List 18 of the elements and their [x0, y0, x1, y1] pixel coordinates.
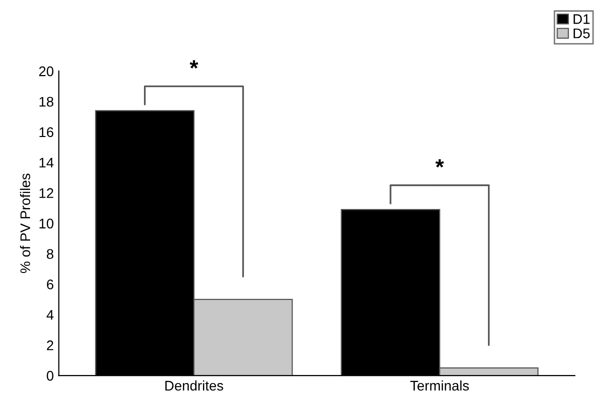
y-tick-label: 14 — [40, 158, 54, 168]
y-tick-label: 20 — [39, 66, 54, 76]
text: * — [190, 60, 198, 69]
y-tick-label: 10 — [40, 218, 54, 228]
annotation: * — [435, 159, 444, 168]
x-tick-label: Terminals — [410, 380, 469, 391]
y-tick-label: 6 — [46, 280, 54, 290]
y-tick-label: 12 — [40, 188, 54, 198]
x-tick-label: Dendrites — [165, 380, 224, 391]
y-tick-label: 4 — [46, 310, 54, 320]
y-tick-label: 0 — [46, 370, 54, 381]
legend-label: D1 — [574, 14, 590, 24]
y-tick-label: 2 — [46, 340, 54, 350]
legend-label: D5 — [574, 28, 590, 38]
y-tick-label: 8 — [46, 249, 54, 259]
y-tick-label: 18 — [40, 96, 54, 107]
y-axis-title: % of PV Profiles — [20, 174, 30, 273]
y-tick-label: 16 — [40, 127, 54, 138]
